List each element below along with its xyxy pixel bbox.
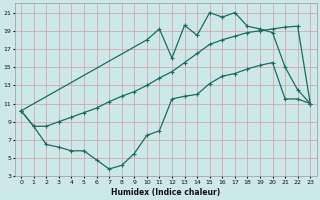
X-axis label: Humidex (Indice chaleur): Humidex (Indice chaleur)	[111, 188, 220, 197]
